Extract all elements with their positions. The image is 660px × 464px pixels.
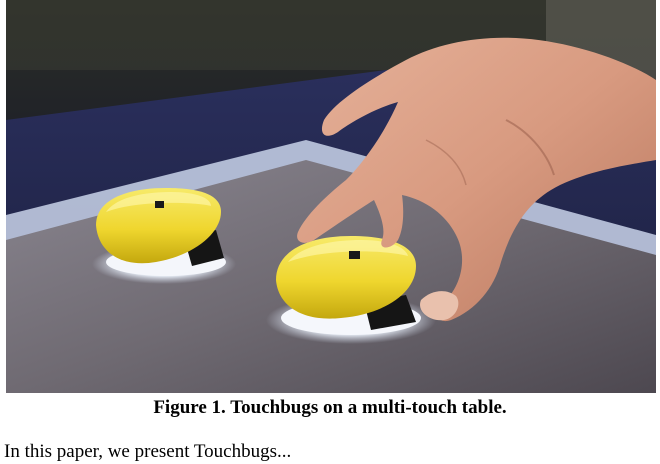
body-partial-line: In this paper, we present Touchbugs... <box>4 441 292 462</box>
touchbugs-photo <box>6 0 656 393</box>
touchbug-right <box>266 236 436 344</box>
figure-photo <box>6 0 656 393</box>
hand <box>297 37 656 322</box>
figure-caption: Figure 1. Touchbugs on a multi-touch tab… <box>153 397 507 418</box>
touchbug-left <box>92 188 236 284</box>
